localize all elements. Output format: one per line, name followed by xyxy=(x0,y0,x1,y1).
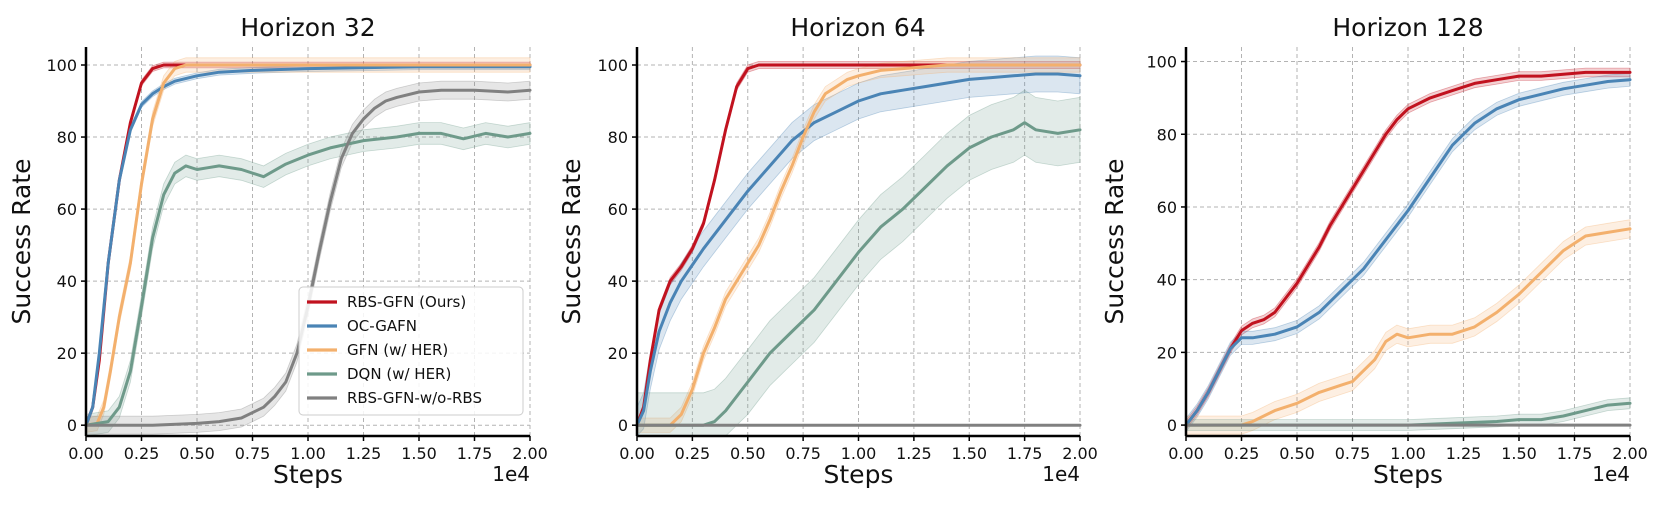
chart-panel-1: 0.00 0.25 0.50 0.75 1.00 1.25 1.50 1.75 2.00 0 20 4… xyxy=(7,13,548,489)
x-offset-label: 1e4 xyxy=(1042,462,1080,486)
y-tick-label: 100 xyxy=(1146,53,1177,72)
x-tick-label: 2.00 xyxy=(1062,444,1098,463)
x-axis-label: Steps xyxy=(1373,460,1443,489)
y-tick-label: 60 xyxy=(57,200,77,219)
legend: RBS-GFN (Ours) OC-GAFN GFN (w/ HER) DQN (w/… xyxy=(298,286,524,416)
x-tick-label: 0.75 xyxy=(1335,444,1371,463)
legend-label: RBS-GFN (Ours) xyxy=(347,293,466,311)
series-band xyxy=(1185,397,1631,431)
y-tick-label: 20 xyxy=(608,344,628,363)
x-tick-label: 2.00 xyxy=(512,444,548,463)
y-tick-label: 0 xyxy=(1167,416,1177,435)
y-tick-label: 60 xyxy=(1157,198,1177,217)
x-tick-label: 2.00 xyxy=(1612,444,1648,463)
x-tick-label: 0.50 xyxy=(1279,444,1315,463)
series-line-2 xyxy=(1184,78,1632,427)
series-band xyxy=(1185,219,1631,435)
series-group xyxy=(635,55,1082,438)
legend-label: OC-GAFN xyxy=(347,317,417,335)
x-tick-label: 1.00 xyxy=(290,444,326,463)
y-tick-label: 0 xyxy=(67,416,77,435)
x-tick-label: 0.25 xyxy=(675,444,711,463)
legend-label: RBS-GFN-w/o-RBS xyxy=(347,389,482,407)
y-tick-label: 80 xyxy=(608,128,628,147)
x-tick-label: 1.50 xyxy=(401,444,437,463)
series-line-3 xyxy=(635,63,1082,427)
x-offset-label: 1e4 xyxy=(492,462,530,486)
series-band xyxy=(85,80,531,435)
y-tick-label: 40 xyxy=(608,272,628,291)
chart-title: Horizon 32 xyxy=(240,13,375,42)
x-tick-label: 1.00 xyxy=(841,444,877,463)
x-tick-label: 1.25 xyxy=(346,444,382,463)
x-tick-label: 0.50 xyxy=(730,444,766,463)
series-band xyxy=(1185,67,1631,431)
x-tick-label: 1.75 xyxy=(1007,444,1043,463)
series-line-2 xyxy=(635,72,1082,427)
y-tick-label: 80 xyxy=(57,128,77,147)
series-band xyxy=(636,55,1081,438)
y-tick-label: 20 xyxy=(1157,343,1177,362)
x-tick-label: 0.00 xyxy=(619,444,655,463)
series-line-1 xyxy=(635,63,1082,427)
legend-label: GFN (w/ HER) xyxy=(347,341,448,359)
x-tick-label: 1.25 xyxy=(896,444,932,463)
series-group xyxy=(1184,67,1632,435)
x-tick-label: 0.75 xyxy=(235,444,271,463)
x-tick-label: 1.75 xyxy=(457,444,493,463)
series-line-4 xyxy=(84,131,532,427)
series-line-3 xyxy=(84,63,532,427)
y-tick-label: 40 xyxy=(1157,271,1177,290)
y-tick-label: 20 xyxy=(57,344,77,363)
x-tick-label: 1.25 xyxy=(1446,444,1482,463)
x-tick-label: 0.25 xyxy=(1224,444,1260,463)
y-tick-label: 0 xyxy=(618,416,628,435)
series-line-2 xyxy=(84,65,532,427)
x-tick-label: 1.50 xyxy=(1501,444,1537,463)
x-offset-label: 1e4 xyxy=(1592,462,1630,486)
chart-title: Horizon 128 xyxy=(1332,13,1483,42)
series-line-5 xyxy=(84,88,532,427)
y-tick-label: 60 xyxy=(608,200,628,219)
x-axis-label: Steps xyxy=(273,460,343,489)
series-group xyxy=(84,57,532,437)
chart-title: Horizon 64 xyxy=(790,13,925,42)
series-band xyxy=(1185,72,1631,433)
x-tick-label: 1.00 xyxy=(1390,444,1426,463)
y-tick-label: 100 xyxy=(46,56,77,75)
series-band xyxy=(85,122,531,437)
y-tick-label: 80 xyxy=(1157,125,1177,144)
y-axis-label: Success Rate xyxy=(1100,159,1129,325)
chart-panel-2: 0.00 0.25 0.50 0.75 1.00 1.25 1.50 1.75 2.00 0 20 4… xyxy=(557,13,1098,489)
x-tick-label: 0.50 xyxy=(179,444,215,463)
legend-box xyxy=(298,286,524,416)
x-tick-label: 0.25 xyxy=(124,444,160,463)
x-tick-label: 0.00 xyxy=(1168,444,1204,463)
series-band xyxy=(636,89,1081,437)
x-axis-label: Steps xyxy=(824,460,894,489)
y-tick-label: 100 xyxy=(597,56,628,75)
series-line-1 xyxy=(1184,70,1632,427)
x-tick-label: 1.50 xyxy=(951,444,987,463)
series-line-3 xyxy=(1184,227,1632,427)
x-tick-label: 1.75 xyxy=(1557,444,1593,463)
y-axis-label: Success Rate xyxy=(7,159,36,325)
series-band xyxy=(636,57,1081,433)
y-axis-label: Success Rate xyxy=(557,159,586,325)
series-line-4 xyxy=(635,121,1082,427)
chart-panel-3: 0.00 0.25 0.50 0.75 1.00 1.25 1.50 1.75 2.00 0 20 4… xyxy=(1100,13,1648,489)
y-tick-label: 40 xyxy=(57,272,77,291)
x-tick-label: 0.00 xyxy=(68,444,104,463)
x-tick-label: 0.75 xyxy=(785,444,821,463)
legend-label: DQN (w/ HER) xyxy=(347,365,451,383)
